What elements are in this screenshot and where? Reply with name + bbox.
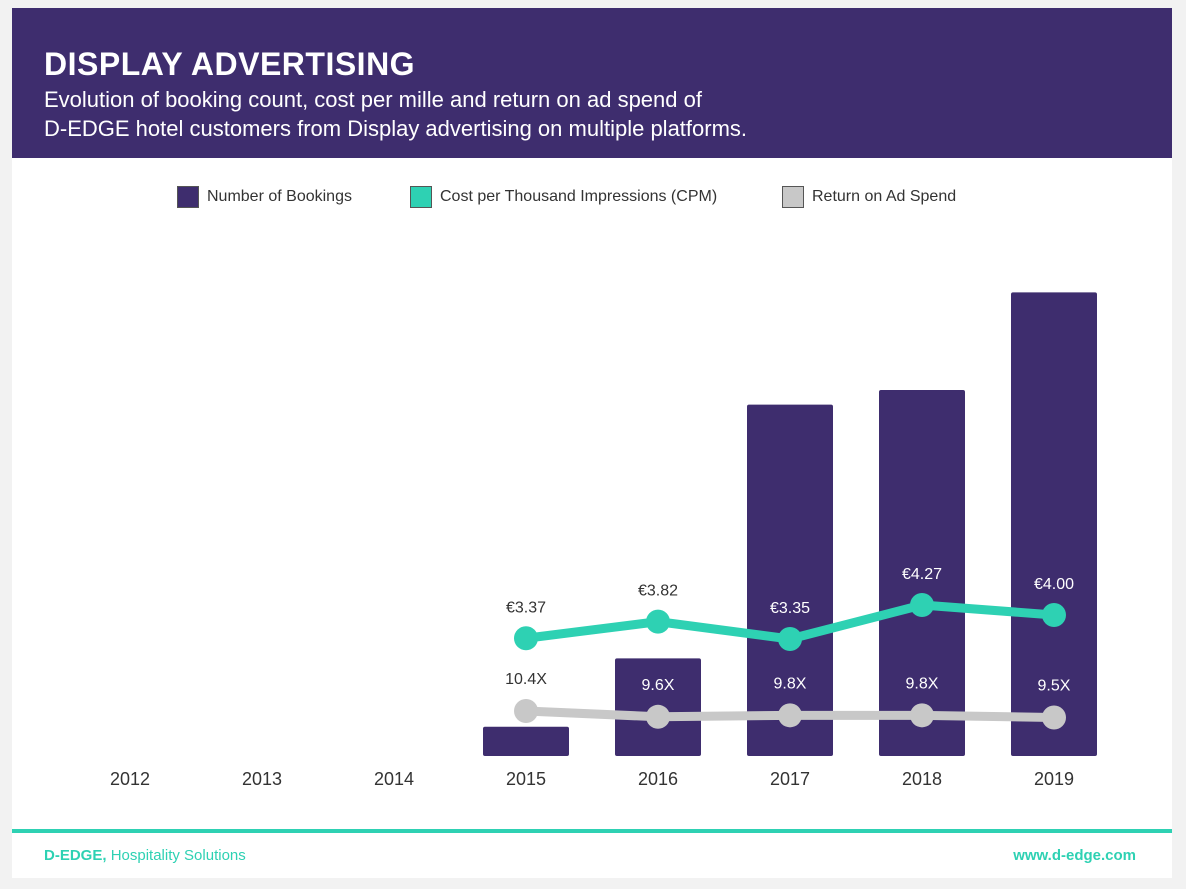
x-tick-label-2018: 2018: [902, 769, 942, 789]
legend-swatch-roas: [782, 186, 804, 208]
cpm-label-2016: €3.82: [638, 583, 678, 600]
header-banner: DISPLAY ADVERTISING Evolution of booking…: [12, 8, 1172, 158]
roas-label-2017: 9.8X: [774, 675, 807, 692]
cpm-point-2016: [646, 609, 670, 634]
roas-point-2016: [646, 704, 670, 729]
x-tick-label-2015: 2015: [506, 769, 546, 789]
bar-2019: [1011, 292, 1097, 756]
x-tick-label-2013: 2013: [242, 769, 282, 789]
cpm-point-2017: [778, 627, 802, 651]
bar-2015: [483, 726, 569, 756]
roas-point-2019: [1042, 705, 1066, 730]
x-tick-label-2017: 2017: [770, 769, 810, 789]
roas-label-2019: 9.5X: [1038, 678, 1071, 695]
bar-2018: [879, 390, 965, 756]
cpm-point-2019: [1042, 602, 1066, 627]
subtitle-line-2: D-EDGE hotel customers from Display adve…: [44, 116, 748, 141]
footer-tagline: Hospitality Solutions: [110, 847, 246, 864]
roas-label-2018: 9.8X: [906, 675, 939, 692]
footer-url[interactable]: www.d-edge.com: [1013, 847, 1136, 864]
roas-point-2018: [910, 703, 934, 728]
roas-label-2015: 10.4X: [505, 671, 547, 688]
legend-label-bookings: Number of Bookings: [207, 188, 352, 205]
footer-brand-name: D-EDGE,: [44, 847, 107, 864]
legend-swatch-cpm: [410, 186, 432, 208]
x-tick-label-2019: 2019: [1034, 769, 1074, 789]
legend-label-cpm: Cost per Thousand Impressions (CPM): [440, 188, 718, 205]
subtitle-line-1: Evolution of booking count, cost per mil…: [44, 87, 702, 112]
legend-label-roas: Return on Ad Spend: [812, 188, 957, 205]
cpm-point-2015: [514, 626, 538, 651]
combo-chart: 10.4X 9.6X 9.8X 9.8X 9.5X €3.37 €3.82 €3.35 €4.2…: [110, 292, 1097, 789]
chart-subtitle: Evolution of booking count, cost per mil…: [44, 85, 1144, 143]
roas-point-2017: [778, 703, 802, 728]
x-tick-label-2012: 2012: [110, 769, 150, 789]
cpm-label-2015: €3.37: [506, 599, 546, 616]
x-tick-label-2014: 2014: [374, 769, 414, 789]
cpm-label-2017: €3.35: [770, 600, 810, 617]
cpm-point-2018: [910, 593, 934, 617]
x-tick-label-2016: 2016: [638, 769, 678, 789]
bar-2017: [747, 404, 833, 756]
roas-label-2016: 9.6X: [642, 677, 675, 694]
chart-card: DISPLAY ADVERTISING Evolution of booking…: [12, 8, 1172, 878]
footer-brand: D-EDGE, Hospitality Solutions: [44, 847, 246, 864]
footer-divider: [12, 829, 1172, 833]
legend-swatch-bookings: [177, 186, 199, 208]
cpm-label-2018: €4.27: [902, 566, 942, 583]
legend: Number of Bookings Cost per Thousand Imp…: [12, 186, 1172, 212]
cpm-label-2019: €4.00: [1034, 576, 1074, 593]
chart-title: DISPLAY ADVERTISING: [44, 46, 416, 82]
roas-point-2015: [514, 699, 538, 723]
